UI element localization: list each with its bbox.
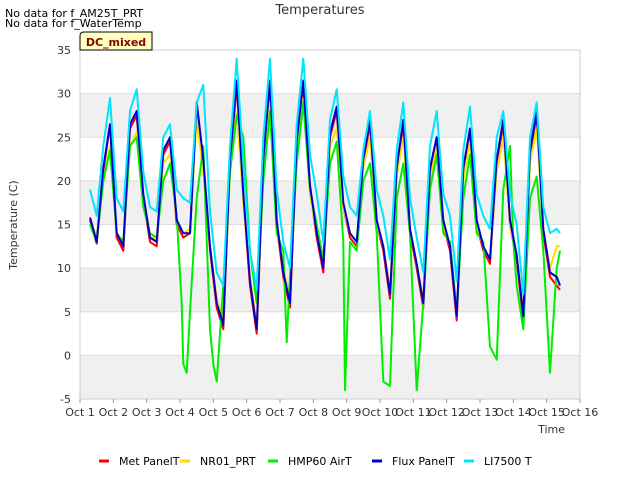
chart-title: Temperatures [274, 3, 364, 18]
y-tick-label: 25 [57, 131, 71, 144]
x-tick-label: Oct 15 [528, 406, 565, 419]
legend-label: LI7500 T [484, 455, 532, 468]
y-tick-label: 35 [57, 44, 71, 57]
x-tick-label: Oct 5 [199, 406, 229, 419]
grid-band [80, 311, 580, 356]
legend-label: HMP60 AirT [288, 455, 352, 468]
x-axis-ticks: Oct 1 Oct 2 Oct 3 Oct 4 Oct 5 Oct 6 Oct 7 Oct 8… [65, 399, 598, 419]
series-line-li7500-t [89, 57, 561, 296]
series-lines [89, 57, 561, 392]
grid-band [80, 50, 580, 94]
y-tick-label: -5 [60, 393, 71, 406]
x-tick-label: Oct 9 [332, 406, 362, 419]
x-tick-label: Oct 10 [362, 406, 399, 419]
grid-band [80, 224, 580, 269]
grid-band [80, 268, 580, 312]
legend-label: Met PanelT [119, 455, 180, 468]
x-tick-label: Oct 12 [428, 406, 465, 419]
x-tick-label: Oct 1 [65, 406, 95, 419]
x-tick-label: Oct 16 [562, 406, 599, 419]
x-axis-label: Time [537, 423, 565, 436]
badge-box [79, 31, 153, 51]
x-tick-label: Oct 11 [395, 406, 432, 419]
y-tick-label: 5 [64, 306, 71, 319]
y-axis-ticks: -5 0 5 10 15 20 25 30 35 [57, 44, 71, 406]
badge-text: DC_mixed [86, 36, 146, 49]
legend-label: NR01_PRT [200, 455, 256, 468]
x-tick-label: Oct 7 [265, 406, 295, 419]
no-data-note-watertemp: No data for f_WaterTemp [5, 17, 142, 30]
x-tick-label: Oct 4 [165, 406, 195, 419]
y-tick-label: 30 [57, 88, 71, 101]
y-tick-label: 20 [57, 175, 71, 188]
dc-mixed-badge: DC_mixed [79, 31, 153, 51]
grid-band [80, 180, 580, 225]
x-tick-label: Oct 14 [495, 406, 532, 419]
x-tick-label: Oct 8 [299, 406, 329, 419]
y-tick-label: 10 [57, 262, 71, 275]
y-axis-label: Temperature (C) [7, 180, 20, 270]
no-data-note-am25t: No data for f_AM25T_PRT [5, 7, 144, 20]
legend-label: Flux PanelT [392, 455, 455, 468]
x-tick-label: Oct 6 [232, 406, 262, 419]
x-tick-label: Oct 13 [462, 406, 499, 419]
grid-band [80, 355, 580, 399]
y-tick-label: 0 [64, 349, 71, 362]
plot-area [79, 49, 581, 400]
x-tick-label: Oct 3 [132, 406, 162, 419]
y-tick-label: 15 [57, 219, 71, 232]
legend: Met PanelT NR01_PRT HMP60 AirT Flux PanelT L… [99, 455, 532, 468]
x-tick-label: Oct 2 [99, 406, 129, 419]
series-line-flux-panelt [89, 79, 561, 331]
